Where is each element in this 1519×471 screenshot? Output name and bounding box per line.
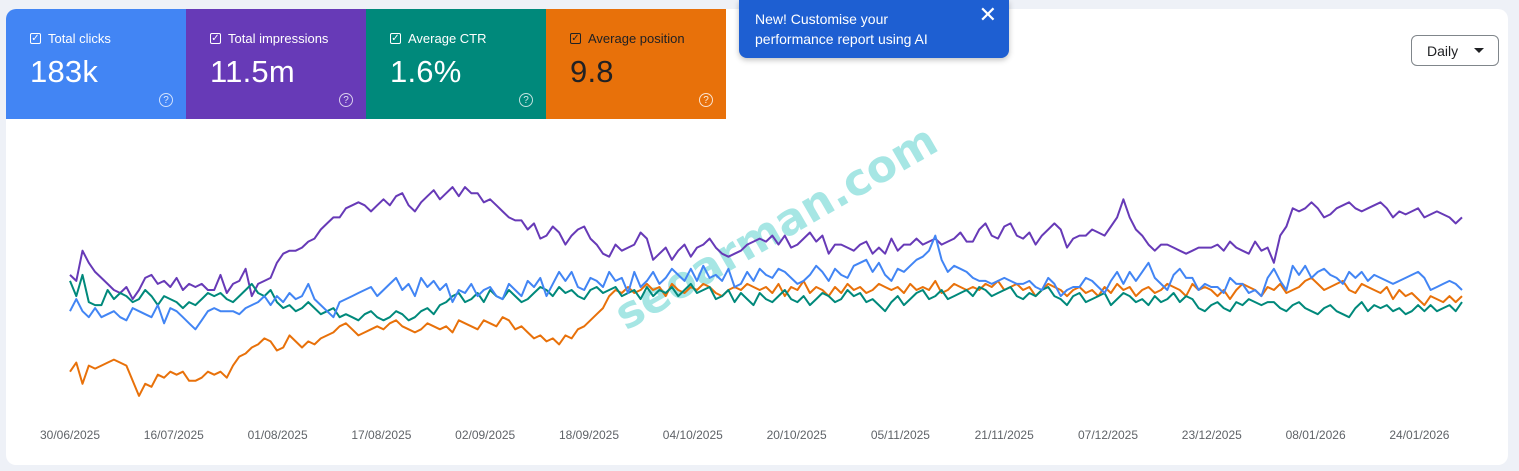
x-tick-label: 01/08/2025 — [248, 428, 308, 442]
metric-value: 1.6% — [390, 54, 462, 89]
metric-value: 183k — [30, 54, 99, 89]
metric-average-position[interactable]: ✓ Average position 9.8 ? — [546, 9, 726, 119]
metric-head: ✓ Average position — [570, 31, 726, 46]
ai-promo-text: New! Customise your performance report u… — [755, 11, 928, 47]
metric-average-ctr[interactable]: ✓ Average CTR 1.6% ? — [366, 9, 546, 119]
granularity-value: Daily — [1427, 42, 1459, 59]
ai-promo-banner: New! Customise your performance report u… — [739, 0, 1009, 58]
series-line-average-ctr — [69, 273, 1463, 322]
watermark-text: seoarman.com — [606, 115, 946, 341]
performance-card: seoarman.com 30/06/2025 16/07/2025 01/08/20… — [6, 9, 1508, 465]
x-tick-label: 18/09/2025 — [559, 428, 619, 442]
x-tick-label: 23/12/2025 — [1182, 428, 1242, 442]
x-tick-label: 04/10/2025 — [663, 428, 723, 442]
metric-total-impressions[interactable]: ✓ Total impressions 11.5m ? — [186, 9, 366, 119]
x-tick-label: 16/07/2025 — [144, 428, 204, 442]
x-tick-label: 30/06/2025 — [40, 428, 100, 442]
x-tick-label: 21/11/2025 — [975, 428, 1034, 442]
metric-label: Total clicks — [48, 31, 111, 46]
x-tick-label: 07/12/2025 — [1078, 428, 1138, 442]
checkbox-checked-icon[interactable]: ✓ — [210, 32, 221, 44]
checkbox-checked-icon[interactable]: ✓ — [30, 32, 41, 44]
x-tick-label: 08/01/2026 — [1286, 428, 1346, 442]
series-line-total-impressions — [69, 186, 1463, 301]
help-icon[interactable]: ? — [519, 93, 533, 107]
checkbox-checked-icon[interactable]: ✓ — [570, 32, 581, 44]
metric-label: Total impressions — [228, 31, 329, 46]
metric-total-clicks[interactable]: ✓ Total clicks 183k ? — [6, 9, 186, 119]
metric-value: 9.8 — [570, 54, 614, 89]
series-line-total-clicks — [69, 234, 1463, 331]
help-icon[interactable]: ? — [159, 93, 173, 107]
x-tick-label: 24/01/2026 — [1389, 428, 1449, 442]
x-tick-label: 05/11/2025 — [871, 428, 930, 442]
x-tick-label: 20/10/2025 — [767, 428, 827, 442]
granularity-select[interactable]: Daily — [1411, 35, 1499, 66]
metric-head: ✓ Total impressions — [210, 31, 366, 46]
metric-value: 11.5m — [210, 54, 295, 89]
metric-label: Average CTR — [408, 31, 487, 46]
performance-chart: seoarman.com 30/06/2025 16/07/2025 01/08/20… — [40, 115, 1463, 442]
series-line-average-position — [69, 276, 1463, 397]
metric-head: ✓ Total clicks — [30, 31, 186, 46]
help-icon[interactable]: ? — [699, 93, 713, 107]
caret-down-icon — [1474, 48, 1484, 53]
checkbox-checked-icon[interactable]: ✓ — [390, 32, 401, 44]
x-tick-label: 02/09/2025 — [455, 428, 515, 442]
x-tick-label: 17/08/2025 — [351, 428, 411, 442]
metric-tiles: ✓ Total clicks 183k ? ✓ Total impression… — [6, 9, 726, 119]
close-icon[interactable]: ✕ — [978, 2, 997, 27]
metric-head: ✓ Average CTR — [390, 31, 546, 46]
metric-label: Average position — [588, 31, 685, 46]
help-icon[interactable]: ? — [339, 93, 353, 107]
